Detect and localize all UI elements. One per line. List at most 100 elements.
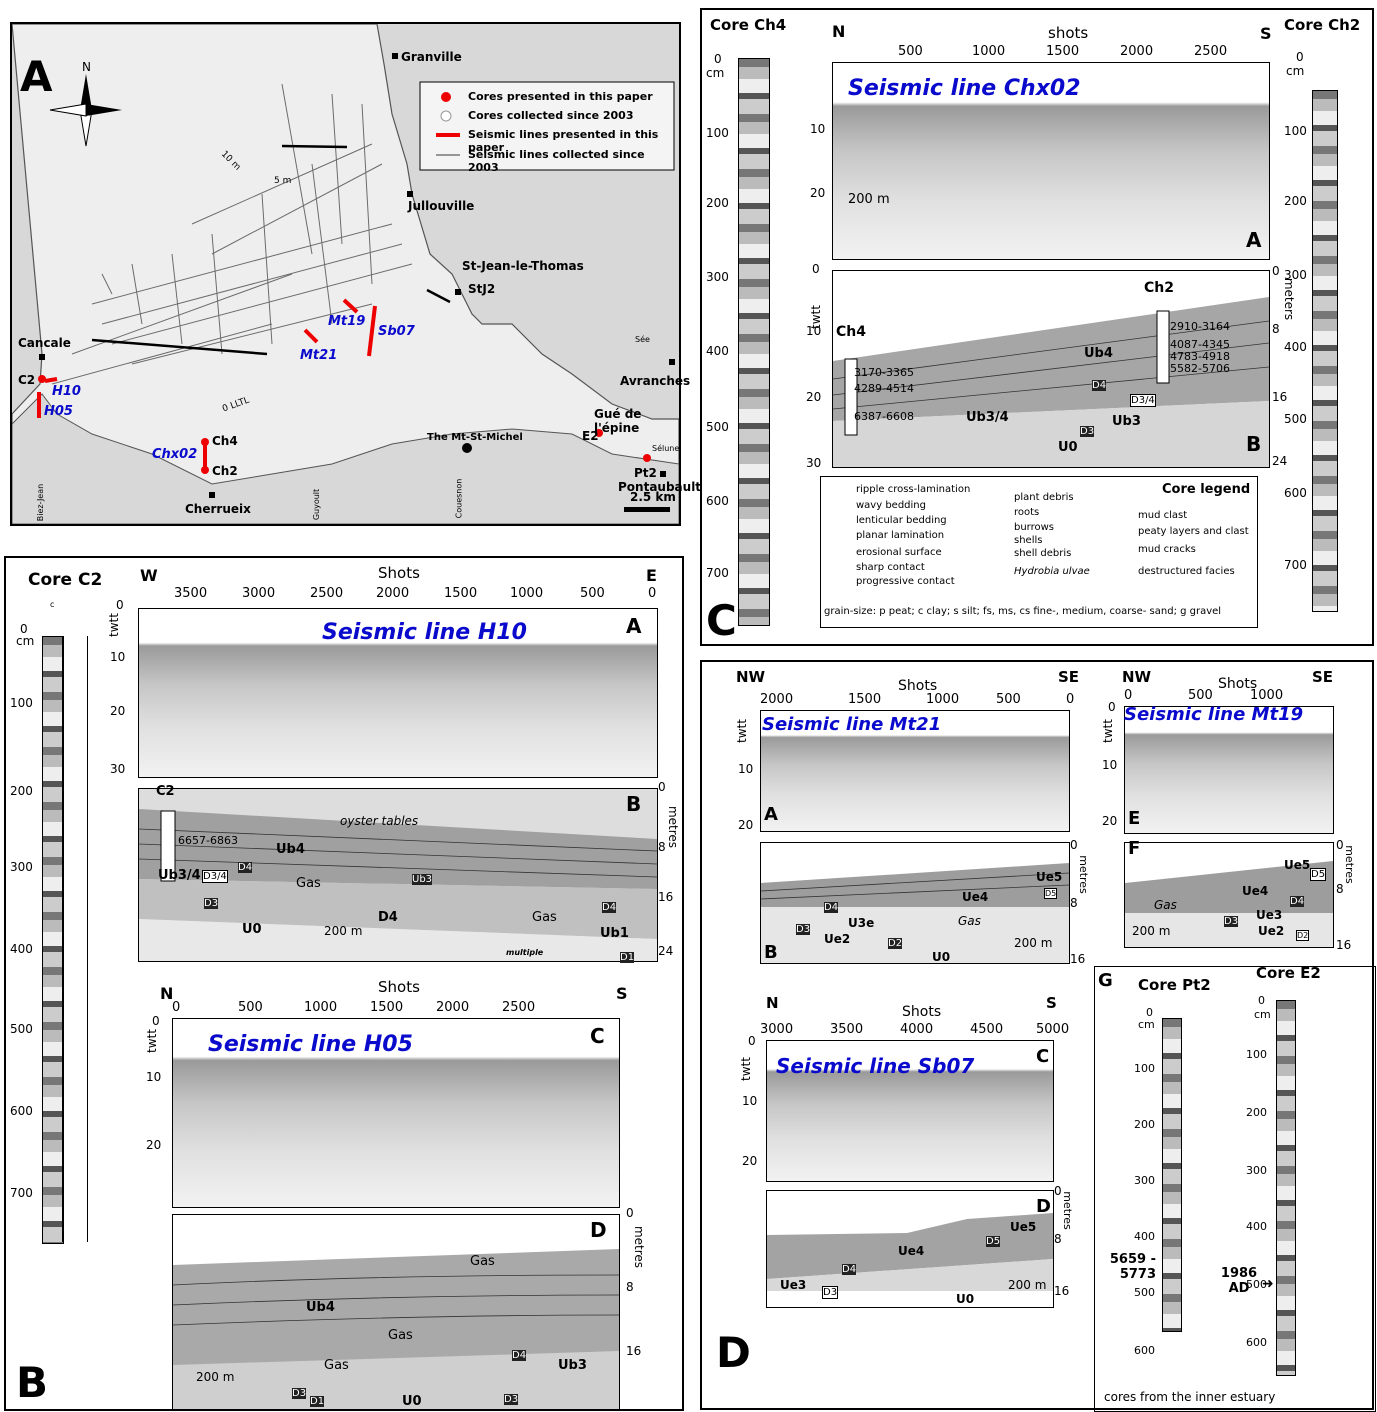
- h05-sub-c: C: [590, 1024, 605, 1048]
- mt21-u3e: U3e: [848, 916, 875, 930]
- h10-d4-c: D4: [602, 902, 617, 913]
- mt21-sub-a: A: [764, 804, 778, 825]
- core-e2-title: Core E2: [1256, 964, 1321, 982]
- chx02-d3: D3: [1080, 426, 1095, 437]
- chx02-bytick-0: 0: [812, 262, 820, 276]
- seis-label-chx02: Chx02: [152, 447, 198, 462]
- h05-xlabel: Shots: [378, 978, 420, 996]
- mt21-ytick-20: 20: [738, 818, 754, 832]
- h10-u0: U0: [242, 922, 262, 937]
- h10-xtick-2000: 2000: [376, 586, 410, 601]
- chx02-age-ch4-1: 3170-3365: [854, 366, 914, 379]
- h05-xtick-1500: 1500: [370, 1000, 404, 1015]
- h05-d1: D1: [310, 1396, 325, 1407]
- chx02-d34: D3/4: [1130, 394, 1156, 407]
- seis-label-h10: H10: [52, 384, 81, 399]
- e2-unit: cm: [1254, 1008, 1271, 1021]
- chx02-seismic-image: [832, 62, 1270, 260]
- north-arrow-icon: [49, 74, 122, 147]
- legend-left-1: wavy bedding: [856, 500, 926, 511]
- sb07-xtick-5000: 5000: [1036, 1022, 1070, 1037]
- ch4-tick-0: 0: [714, 52, 722, 66]
- mt21-se: SE: [1058, 668, 1080, 686]
- h10-age: 6657-6863: [178, 834, 238, 847]
- chx02-scale: 200 m: [848, 192, 890, 207]
- mt19-sub-e: E: [1128, 808, 1141, 829]
- place-granville: Granville: [401, 50, 462, 64]
- mt19-ytick-20: 20: [1102, 814, 1118, 828]
- e2-tick-100: 100: [1246, 1048, 1267, 1061]
- h10-east: E: [646, 566, 657, 585]
- h10-ytick-20: 20: [110, 704, 126, 718]
- seis-label-sb07: Sb07: [378, 324, 415, 339]
- ch4-unit: cm: [706, 66, 725, 80]
- h10-gas-a: Gas: [296, 876, 321, 891]
- chx02-xtick-2000: 2000: [1120, 44, 1154, 59]
- core-ch2: Ch2: [212, 464, 238, 478]
- mt19-se: SE: [1312, 668, 1334, 686]
- h05-sub-d: D: [590, 1218, 607, 1242]
- legend-right-2: mud cracks: [1138, 544, 1196, 555]
- river-biez-jean: Biez-Jean: [36, 483, 46, 522]
- h10-xtick-500: 500: [580, 586, 605, 601]
- core-pt2-title: Core Pt2: [1138, 976, 1211, 994]
- chx02-xtick-2500: 2500: [1194, 44, 1228, 59]
- mt21-ue5: Ue5: [1036, 870, 1063, 884]
- mt19-d2: D2: [1296, 930, 1310, 941]
- chx02-mtick-0: 0: [1272, 264, 1280, 278]
- h05-scale: 200 m: [196, 1370, 235, 1384]
- h10-ub1: Ub1: [600, 926, 629, 941]
- sb07-interpretation: [766, 1190, 1054, 1308]
- e2-tick-400: 400: [1246, 1220, 1267, 1233]
- h10-mtick-16: 16: [658, 890, 674, 904]
- sb07-d5: D5: [986, 1236, 1001, 1247]
- chx02-ytick-10: 10: [810, 122, 826, 136]
- ch4-tick-200: 200: [706, 196, 729, 210]
- e2-age: 1986 AD: [1220, 1266, 1258, 1296]
- mt21-d4: D4: [824, 902, 839, 913]
- legend-mid-0: plant debris: [1014, 492, 1074, 503]
- h05-north: N: [160, 984, 174, 1003]
- ch2-unit: cm: [1286, 64, 1305, 78]
- pt2-tick-200: 200: [1134, 1118, 1155, 1131]
- sb07-ue3: Ue3: [780, 1278, 807, 1292]
- h10-core-c2: C2: [156, 784, 175, 799]
- core-c2-grain-grid: [62, 636, 88, 1242]
- chx02-bytick-10: 10: [806, 324, 822, 338]
- river-couesnon: Couesnon: [454, 478, 464, 519]
- h05-xtick-0: 0: [172, 1000, 181, 1015]
- sb07-north: N: [766, 994, 779, 1012]
- legend-mid-1: roots: [1014, 507, 1040, 518]
- legend-title: Core legend: [1162, 482, 1251, 497]
- panel-c-letter: C: [706, 596, 737, 645]
- legend-grain-size: grain-size: p peat; c clay; s silt; fs, …: [824, 606, 1222, 617]
- core-c2-unit: cm: [16, 634, 35, 648]
- legend-mid-5: Hydrobia ulvae: [1014, 566, 1090, 577]
- h05-d3-b: D3: [504, 1394, 519, 1405]
- legend-left-3: planar lamination: [856, 530, 945, 541]
- mt21-ue4: Ue4: [962, 890, 989, 904]
- mt21-ue2: Ue2: [824, 932, 851, 946]
- legend-left-4: erosional surface: [856, 547, 942, 558]
- mt21-ytick-10: 10: [738, 762, 754, 776]
- mt19-ue4: Ue4: [1242, 884, 1269, 898]
- legend-right-1: peaty layers and clast: [1138, 526, 1249, 537]
- h05-ytick-20: 20: [146, 1138, 162, 1152]
- place-pontaubault: Pontaubault: [618, 480, 702, 494]
- h05-gas-a: Gas: [470, 1254, 495, 1269]
- sb07-d3: D3: [822, 1286, 839, 1299]
- h05-ylabel: twtt: [144, 1029, 159, 1053]
- place-st-jean: St-Jean-le-Thomas: [462, 259, 584, 273]
- h10-title: Seismic line H10: [322, 620, 527, 645]
- mt21-xtick-500: 500: [996, 692, 1021, 707]
- core-c2-title: Core C2: [28, 570, 103, 590]
- core-c2-tick-400: 400: [10, 942, 33, 956]
- h10-ylabel: twtt: [106, 613, 121, 637]
- sb07-ytick-20: 20: [742, 1154, 758, 1168]
- sb07-u0: U0: [956, 1292, 975, 1306]
- mt19-scale: 200 m: [1132, 924, 1171, 938]
- chx02-age-ch4-3: 6387-6608: [854, 410, 914, 423]
- h10-oyster-tables: oyster tables: [340, 814, 419, 828]
- mt19-xtick-0: 0: [1124, 688, 1133, 703]
- inner-estuary-caption: cores from the inner estuary: [1104, 1390, 1276, 1404]
